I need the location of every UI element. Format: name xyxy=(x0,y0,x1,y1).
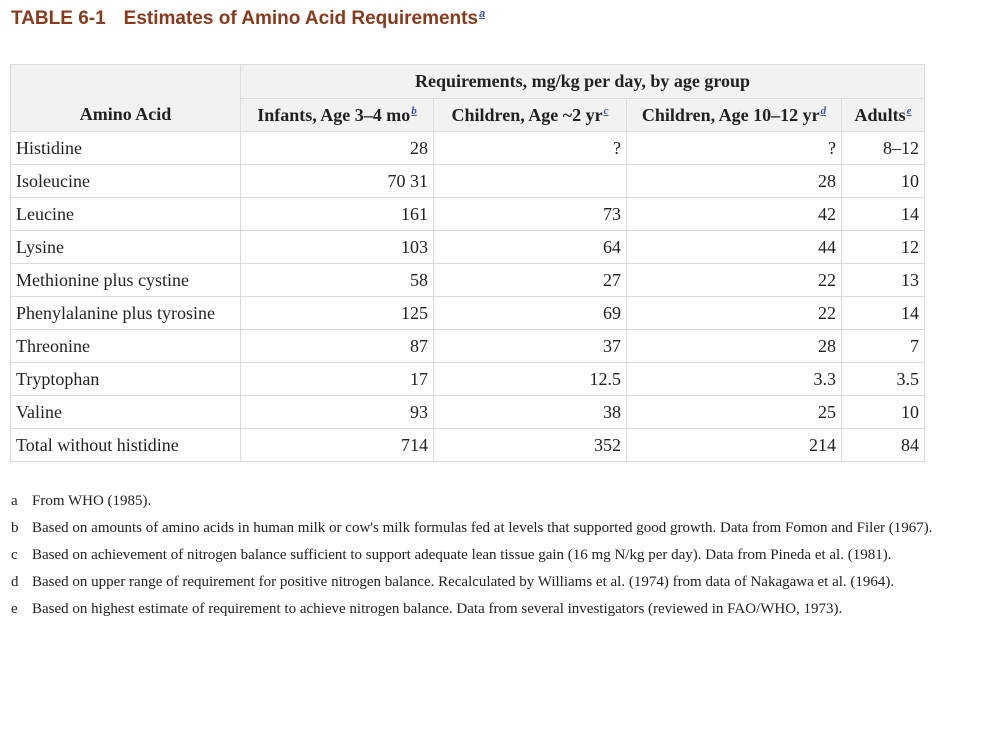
header-corner xyxy=(10,64,241,99)
cell-children-2yr: 69 xyxy=(433,296,627,330)
cell-children-2yr: ? xyxy=(433,131,627,165)
cell-infants: 87 xyxy=(240,329,434,363)
cell-adults: 14 xyxy=(840,197,926,231)
cell-adults: 14 xyxy=(840,296,926,330)
footnote-text: Based on achievement of nitrogen balance… xyxy=(32,547,892,563)
column-header-amino-acid: Amino Acid xyxy=(10,98,241,132)
table-row: Threonine 87 37 28 7 xyxy=(10,329,926,363)
cell-children-2yr: 73 xyxy=(433,197,627,231)
footnote-label: d xyxy=(11,574,19,590)
column-header-children-10-12yr: Children, Age 10–12 yrd xyxy=(626,98,842,132)
cell-children-10-12yr: 214 xyxy=(626,428,842,462)
cell-children-10-12yr: 22 xyxy=(626,263,842,297)
table-row: Leucine 161 73 42 14 xyxy=(10,197,926,231)
cell-infants: 70 31 xyxy=(240,164,434,198)
cell-children-10-12yr: 42 xyxy=(626,197,842,231)
table-row: Phenylalanine plus tyrosine 125 69 22 14 xyxy=(10,296,926,330)
cell-children-10-12yr: 3.3 xyxy=(626,362,842,396)
footnote-label: c xyxy=(11,547,18,563)
table-row: Isoleucine 70 31 28 10 xyxy=(10,164,926,198)
cell-amino-acid: Valine xyxy=(10,395,241,429)
cell-infants: 93 xyxy=(240,395,434,429)
table-row: Tryptophan 17 12.5 3.3 3.5 xyxy=(10,362,926,396)
cell-infants: 17 xyxy=(240,362,434,396)
footnote-a: a From WHO (1985). xyxy=(11,488,971,515)
cell-adults: 10 xyxy=(840,395,926,429)
table-number: TABLE 6-1 xyxy=(11,8,106,29)
cell-children-10-12yr: 22 xyxy=(626,296,842,330)
footnote-text: Based on upper range of requirement for … xyxy=(32,574,895,590)
column-header-infants: Infants, Age 3–4 mob xyxy=(240,98,434,132)
footnote-label: a xyxy=(11,493,18,509)
cell-amino-acid: Threonine xyxy=(10,329,241,363)
cell-amino-acid: Isoleucine xyxy=(10,164,241,198)
cell-children-10-12yr: 28 xyxy=(626,164,842,198)
cell-adults: 13 xyxy=(840,263,926,297)
footnote-text: Based on amounts of amino acids in human… xyxy=(32,520,933,536)
cell-infants: 161 xyxy=(240,197,434,231)
cell-infants: 28 xyxy=(240,131,434,165)
cell-amino-acid: Tryptophan xyxy=(10,362,241,396)
table-row: Lysine 103 64 44 12 xyxy=(10,230,926,264)
footnote-link-c[interactable]: c xyxy=(603,104,609,117)
footnote-c: c Based on achievement of nitrogen balan… xyxy=(11,542,971,569)
cell-amino-acid: Phenylalanine plus tyrosine xyxy=(10,296,241,330)
cell-adults: 84 xyxy=(840,428,926,462)
footnote-d: d Based on upper range of requirement fo… xyxy=(11,569,971,596)
table-row: Valine 93 38 25 10 xyxy=(10,395,926,429)
group-header: Requirements, mg/kg per day, by age grou… xyxy=(239,64,926,99)
footnote-link-d[interactable]: d xyxy=(820,104,827,117)
cell-adults: 8–12 xyxy=(840,131,926,165)
table-row: Methionine plus cystine 58 27 22 13 xyxy=(10,263,926,297)
cell-infants: 58 xyxy=(240,263,434,297)
cell-amino-acid: Leucine xyxy=(10,197,241,231)
cell-children-10-12yr: 44 xyxy=(626,230,842,264)
footnote-link-e[interactable]: e xyxy=(906,104,912,117)
cell-amino-acid: Total without histidine xyxy=(10,428,241,462)
table-row: Histidine 28 ? ? 8–12 xyxy=(10,131,926,165)
cell-children-10-12yr: ? xyxy=(626,131,842,165)
cell-children-2yr: 38 xyxy=(433,395,627,429)
cell-infants: 125 xyxy=(240,296,434,330)
cell-children-2yr: 27 xyxy=(433,263,627,297)
cell-children-2yr: 64 xyxy=(433,230,627,264)
cell-amino-acid: Histidine xyxy=(10,131,241,165)
column-header-children-2yr: Children, Age ~2 yrc xyxy=(433,98,627,132)
footnote-label: e xyxy=(11,601,18,617)
amino-acid-table: Requirements, mg/kg per day, by age grou… xyxy=(10,64,926,462)
footnote-label: b xyxy=(11,520,19,536)
cell-amino-acid: Lysine xyxy=(10,230,241,264)
footnote-link-b[interactable]: b xyxy=(411,104,417,117)
cell-adults: 10 xyxy=(840,164,926,198)
cell-children-2yr: 37 xyxy=(433,329,627,363)
footnote-e: e Based on highest estimate of requireme… xyxy=(11,596,971,623)
cell-children-2yr xyxy=(433,164,627,198)
footnote-text: Based on highest estimate of requirement… xyxy=(32,601,843,617)
cell-children-10-12yr: 28 xyxy=(626,329,842,363)
table-row-total: Total without histidine 714 352 214 84 xyxy=(10,428,926,462)
footnotes: a From WHO (1985). b Based on amounts of… xyxy=(11,488,971,623)
cell-infants: 714 xyxy=(240,428,434,462)
column-header-adults: Adultse xyxy=(840,98,926,132)
cell-infants: 103 xyxy=(240,230,434,264)
header-row-group: Requirements, mg/kg per day, by age grou… xyxy=(10,64,926,99)
cell-amino-acid: Methionine plus cystine xyxy=(10,263,241,297)
table-title-text: Estimates of Amino Acid Requirements xyxy=(123,8,479,29)
footnote-b: b Based on amounts of amino acids in hum… xyxy=(11,515,971,542)
cell-adults: 7 xyxy=(840,329,926,363)
cell-adults: 12 xyxy=(840,230,926,264)
cell-children-10-12yr: 25 xyxy=(626,395,842,429)
table-title: TABLE 6-1 Estimates of Amino Acid Require… xyxy=(11,8,485,30)
header-row-columns: Amino Acid Infants, Age 3–4 mob Children… xyxy=(10,98,926,132)
cell-children-2yr: 12.5 xyxy=(433,362,627,396)
title-footnote-link[interactable]: a xyxy=(479,7,486,20)
cell-adults: 3.5 xyxy=(840,362,926,396)
cell-children-2yr: 352 xyxy=(433,428,627,462)
footnote-text: From WHO (1985). xyxy=(32,493,152,509)
